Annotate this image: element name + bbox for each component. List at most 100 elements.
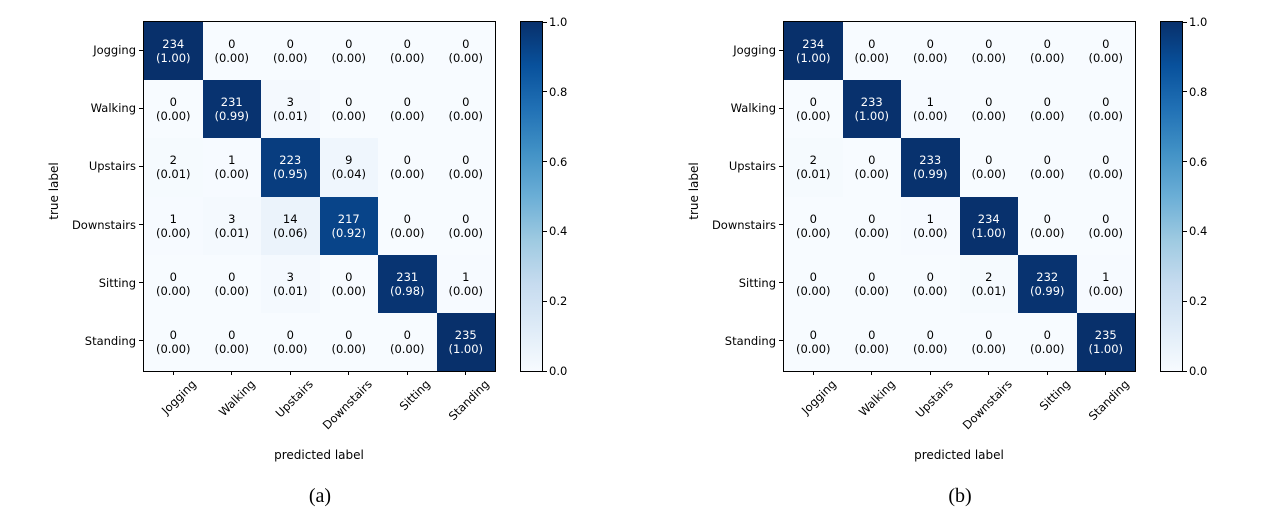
colorbar-tick-label: 0.6: [1189, 154, 1208, 169]
matrix-cell: 0 (0.00): [378, 138, 437, 197]
cell-fraction: (0.00): [1029, 225, 1065, 240]
cell-count: 0: [345, 269, 353, 284]
cell-fraction: (0.00): [971, 109, 1007, 124]
y-tick-mark: [139, 340, 143, 342]
cell-count: 0: [1102, 95, 1110, 110]
cell-fraction: (0.00): [854, 167, 890, 182]
matrix-cell: 0 (0.00): [784, 80, 843, 139]
cell-fraction: (1.00): [1088, 341, 1124, 356]
cell-count: 0: [462, 95, 470, 110]
matrix-cell: 0 (0.00): [784, 254, 843, 313]
cell-fraction: (1.00): [971, 225, 1007, 240]
cell-count: 0: [1043, 95, 1051, 110]
x-tick-mark: [289, 371, 291, 375]
cell-fraction: (0.00): [795, 283, 831, 298]
matrix-cell: 0 (0.00): [261, 22, 320, 81]
cell-fraction: (0.01): [214, 225, 250, 240]
cell-fraction: (0.00): [214, 167, 250, 182]
matrix-cell: 0 (0.00): [436, 22, 495, 81]
cell-fraction: (0.00): [1029, 167, 1065, 182]
cell-count: 1: [169, 211, 177, 226]
x-tick-mark: [929, 371, 931, 375]
matrix-cell: 233 (1.00): [842, 80, 901, 139]
confusion-matrix-b: 234 (1.00) 0 (0.00) 0 (0.00) 0 (0.00) 0 (0.00) 0 (0…: [783, 21, 1136, 372]
y-tick-label: Sitting: [98, 275, 136, 290]
cell-count: 0: [403, 95, 411, 110]
matrix-cell: 0 (0.00): [842, 138, 901, 197]
cell-count: 0: [985, 153, 993, 168]
matrix-cell: 0 (0.00): [1076, 22, 1135, 81]
matrix-cell: 0 (0.00): [378, 80, 437, 139]
cell-count: 0: [462, 37, 470, 52]
cell-count: 14: [282, 211, 298, 226]
colorbar-tick-label: 1.0: [1189, 15, 1208, 29]
cell-fraction: (0.98): [389, 283, 425, 298]
x-tick-mark: [812, 371, 814, 375]
cell-count: 0: [985, 327, 993, 342]
cell-count: 0: [403, 211, 411, 226]
cell-count: 217: [337, 211, 360, 226]
matrix-cell: 0 (0.00): [842, 254, 901, 313]
cell-fraction: (0.00): [912, 225, 948, 240]
colorbar-tick-label: 0.4: [549, 224, 568, 239]
cell-fraction: (0.00): [331, 341, 367, 356]
matrix-cell: 233 (0.99): [901, 138, 960, 197]
panel-caption-b: (b): [948, 485, 972, 507]
y-tick-label: Walking: [90, 101, 136, 116]
colorbar-tick-mark: [1183, 300, 1187, 302]
matrix-cell: 0 (0.00): [901, 22, 960, 81]
colorbar-tick-mark: [543, 161, 547, 163]
cell-fraction: (0.00): [1088, 109, 1124, 124]
colorbar-tick-mark: [1183, 21, 1187, 23]
cell-fraction: (0.00): [971, 51, 1007, 66]
cell-count: 0: [403, 153, 411, 168]
matrix-cell: 1 (0.00): [1076, 254, 1135, 313]
y-tick-label: Downstairs: [71, 217, 136, 232]
x-tick-mark: [465, 371, 467, 375]
matrix-cell: 0 (0.00): [1018, 138, 1077, 197]
colorbar-tick-label: 1.0: [549, 15, 568, 29]
cell-fraction: (0.00): [1088, 225, 1124, 240]
cell-fraction: (0.06): [272, 225, 308, 240]
matrix-cell: 0 (0.00): [1018, 22, 1077, 81]
cell-fraction: (0.95): [272, 167, 308, 182]
cell-fraction: (0.00): [795, 109, 831, 124]
cell-fraction: (0.00): [389, 341, 425, 356]
x-tick-mark: [348, 371, 350, 375]
matrix-cell: 0 (0.00): [842, 196, 901, 255]
matrix-cell: 0 (0.00): [901, 312, 960, 371]
cell-count: 0: [809, 269, 817, 284]
cell-count: 0: [868, 153, 876, 168]
colorbar-tick-mark: [1183, 230, 1187, 232]
matrix-cell: 3 (0.01): [261, 254, 320, 313]
cell-count: 0: [169, 327, 177, 342]
y-tick-label: Standing: [724, 333, 776, 348]
cell-fraction: (0.00): [448, 283, 484, 298]
matrix-cell: 0 (0.00): [1076, 138, 1135, 197]
matrix-cell: 0 (0.00): [319, 80, 378, 139]
cell-count: 231: [220, 95, 243, 110]
x-tick-mark: [406, 371, 408, 375]
cell-fraction: (0.01): [272, 109, 308, 124]
colorbar-tick-mark: [543, 21, 547, 23]
y-tick-mark: [779, 282, 783, 284]
colorbar-tick-label: 0.8: [1189, 84, 1208, 99]
matrix-cell: 0 (0.00): [842, 312, 901, 371]
cell-count: 0: [985, 37, 993, 52]
cell-count: 0: [809, 211, 817, 226]
cell-fraction: (0.00): [331, 283, 367, 298]
colorbar-tick-mark: [1183, 161, 1187, 163]
cell-fraction: (0.00): [214, 341, 250, 356]
matrix-cell: 217 (0.92): [319, 196, 378, 255]
cell-fraction: (0.00): [795, 341, 831, 356]
panel-caption-a: (a): [308, 485, 332, 507]
cell-count: 0: [286, 37, 294, 52]
matrix-cell: 0 (0.00): [378, 196, 437, 255]
y-tick-label: Jogging: [733, 43, 776, 58]
cell-count: 0: [403, 37, 411, 52]
cell-fraction: (0.00): [1029, 341, 1065, 356]
matrix-cell: 0 (0.00): [436, 80, 495, 139]
matrix-cell: 0 (0.00): [842, 22, 901, 81]
cell-count: 1: [462, 269, 470, 284]
